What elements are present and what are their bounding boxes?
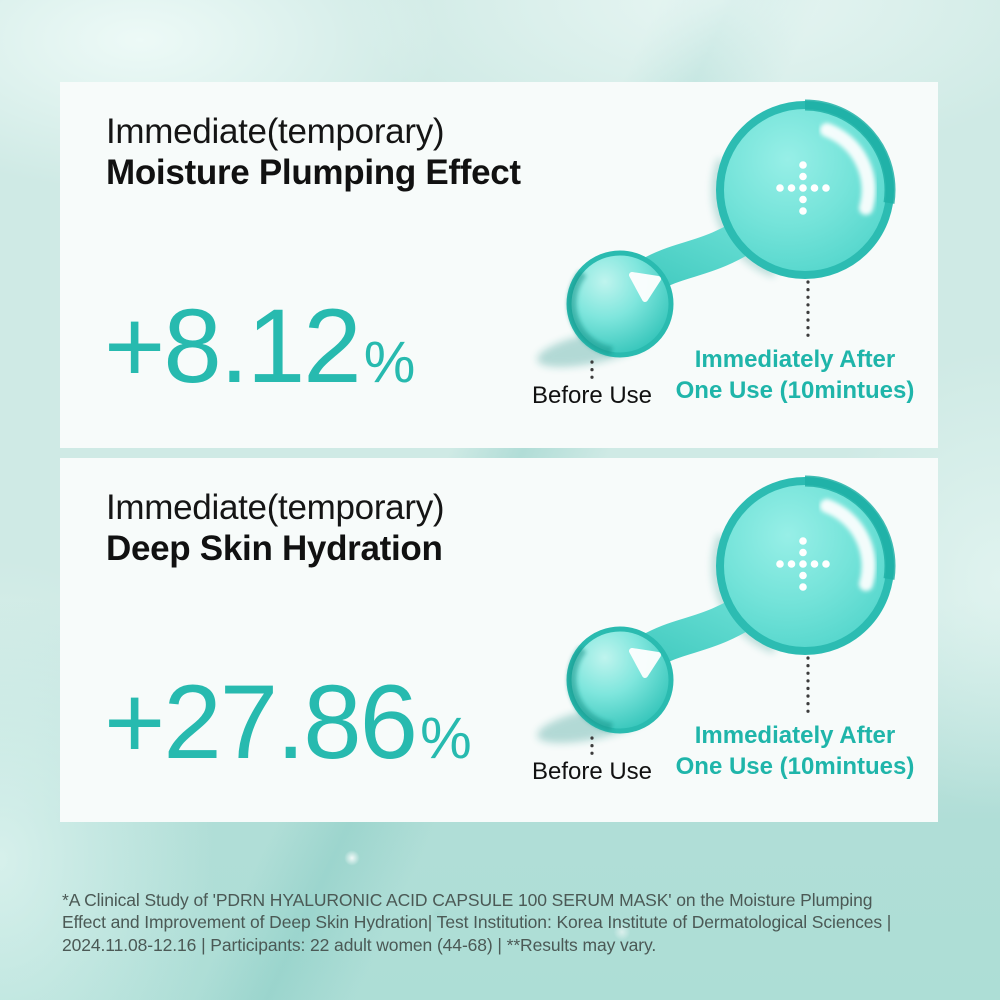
footnote-line: 2024.11.08-12.16 | Participants: 22 adul… [62, 934, 657, 955]
droplet-shadow [537, 705, 651, 743]
large-droplet-rim [804, 475, 896, 580]
metric-value: +27.86% [104, 670, 472, 775]
footnote-line: Effect and Improvement of Deep Skin Hydr… [62, 912, 892, 933]
metric-number: +27.86 [104, 664, 418, 781]
dotted-plus-icon [776, 537, 830, 591]
metric-unit: % [420, 706, 472, 771]
small-droplet [566, 250, 674, 358]
result-card-moisture-plumping: Immediate(temporary) Moisture Plumping E… [60, 82, 938, 448]
metric-unit: % [363, 330, 416, 395]
card-subtitle: Immediate(temporary) [106, 112, 445, 151]
card-title: Deep Skin Hydration [106, 529, 443, 568]
after-use-label: Immediately After One Use (10mintues) [645, 344, 945, 406]
small-droplet-rim [567, 646, 613, 732]
droplet-shine [820, 123, 876, 215]
dotted-plus-icon [776, 161, 830, 215]
droplet-neck [627, 584, 778, 672]
droplet-neck [627, 208, 778, 296]
result-card-deep-skin-hydration: Immediate(temporary) Deep Skin Hydration… [60, 458, 938, 822]
after-use-label-line1: Immediately After [694, 346, 896, 373]
clinical-study-footnote: *A Clinical Study of 'PDRN HYALURONIC AC… [62, 889, 962, 956]
triangle-highlight-icon [629, 272, 661, 302]
large-droplet-rim [804, 99, 896, 204]
large-droplet [716, 477, 894, 655]
after-use-label-line2: One Use (10mintues) [675, 377, 915, 404]
card-heading: Immediate(temporary) Moisture Plumping E… [106, 112, 521, 194]
droplet-shadow [712, 158, 777, 278]
card-title: Moisture Plumping Effect [106, 153, 521, 192]
after-use-label: Immediately After One Use (10mintues) [645, 720, 945, 782]
before-use-label: Before Use [531, 382, 653, 409]
droplet-shadow [712, 534, 777, 654]
droplet-shadow [537, 329, 651, 367]
card-subtitle: Immediate(temporary) [106, 488, 445, 527]
metric-number: +8.12 [104, 288, 362, 405]
triangle-highlight-icon [629, 648, 661, 678]
before-use-label: Before Use [531, 758, 653, 785]
small-droplet-rim [567, 270, 613, 356]
after-use-label-line1: Immediately After [694, 722, 896, 749]
card-heading: Immediate(temporary) Deep Skin Hydration [106, 488, 445, 570]
after-use-label-line2: One Use (10mintues) [675, 753, 915, 780]
metric-value: +8.12% [104, 294, 415, 399]
footnote-line: *A Clinical Study of 'PDRN HYALURONIC AC… [62, 890, 873, 910]
droplet-shine [820, 499, 876, 591]
small-droplet [566, 626, 674, 734]
large-droplet [716, 101, 894, 279]
